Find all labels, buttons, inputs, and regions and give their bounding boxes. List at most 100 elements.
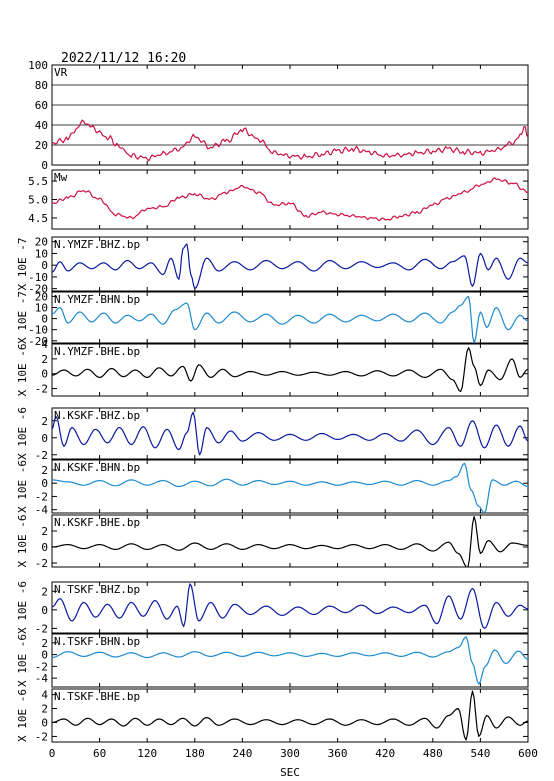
y-tick-label: 0 (41, 159, 48, 172)
x-tick-label: 0 (49, 747, 56, 760)
y-tick-label: -2 (35, 730, 48, 743)
x-tick-label: 480 (423, 747, 443, 760)
y-axis-unit-label: X 10E -6 (16, 460, 29, 513)
y-tick-label: 10 (35, 247, 48, 260)
y-tick-label: -10 (28, 271, 48, 284)
y-tick-label: 80 (35, 79, 48, 92)
x-tick-label: 60 (93, 747, 106, 760)
y-tick-label: -2 (35, 383, 48, 396)
panel-label: N.KSKF.BHZ.bp (54, 409, 140, 422)
x-tick-label: 300 (280, 747, 300, 760)
y-tick-label: -2 (35, 490, 48, 503)
y-tick-label: 60 (35, 99, 48, 112)
series-line-tskf_bhz (52, 583, 528, 629)
y-tick-label: 10 (35, 302, 48, 315)
series-line-ymzf_bhn (52, 295, 528, 343)
y-tick-label: 4 (41, 338, 48, 351)
panel-label: N.YMZF.BHN.bp (54, 293, 140, 306)
y-axis-unit-label: X 10E -6 (16, 407, 29, 460)
y-tick-label: 0 (41, 604, 48, 617)
y-tick-label: -10 (28, 324, 48, 337)
y-axis-unit-label: X 10E -7 (16, 291, 29, 344)
y-axis-unit-label: X 10E -7 (16, 238, 29, 291)
y-tick-label: 4.5 (28, 212, 48, 225)
y-axis-unit-label: X 10E -6 (16, 689, 29, 742)
panel-frame (51, 64, 529, 166)
series-line-kskf_bhe (52, 516, 528, 567)
x-tick-label: 120 (137, 747, 157, 760)
panel-label: N.YMZF.BHZ.bp (54, 238, 140, 251)
panel-tskf_bhn: -4-202 N.TSKF.BHN.bp X 10E -6 (16, 633, 529, 688)
series-line-kskf_bhn (52, 462, 528, 513)
y-tick-label: 0 (41, 368, 48, 381)
series-line-vr (52, 119, 528, 162)
y-axis-unit-label: X 10E -6 (16, 515, 29, 568)
y-axis-unit-label: X 10E -6 (16, 344, 29, 397)
y-tick-label: 0 (41, 432, 48, 445)
series-line-ymzf_bhz (52, 243, 528, 290)
y-tick-label: 2 (41, 637, 48, 650)
y-tick-label: 0 (41, 313, 48, 326)
x-tick-label: 180 (185, 747, 205, 760)
y-tick-label: 0 (41, 259, 48, 272)
y-tick-label: 2 (41, 525, 48, 538)
y-tick-label: 2 (41, 415, 48, 428)
y-tick-label: -4 (35, 504, 49, 517)
x-tick-label: 420 (375, 747, 395, 760)
y-tick-label: 0 (41, 716, 48, 729)
panel-label: N.KSKF.BHN.bp (54, 461, 140, 474)
y-tick-label: 4 (41, 689, 48, 702)
y-tick-label: 2 (41, 585, 48, 598)
y-axis-unit-label: X 10E -6 (16, 634, 29, 687)
panel-kskf_bhe: -2 0 2 N.KSKF.BHE.bp X 10E -6 (16, 514, 529, 570)
panel-label: Mw (54, 171, 68, 184)
y-tick-label: 100 (28, 59, 48, 72)
series-line-mw (52, 177, 528, 222)
series-line-kskf_bhz (52, 411, 528, 456)
panel-mw: 4.5 5.0 5.5 Mw (28, 169, 529, 230)
panel-tskf_bhz: -2 0 2 N.TSKF.BHZ.bp X 10E -6 (16, 581, 529, 635)
panel-label: N.TSKF.BHE.bp (54, 690, 140, 703)
y-tick-label: -2 (35, 622, 48, 635)
y-tick-label: 20 (35, 290, 48, 303)
panel-kskf_bhz: -2 0 2 N.KSKF.BHZ.bp X 10E -6 (16, 407, 529, 462)
x-tick-label: 360 (328, 747, 348, 760)
y-tick-label: 0 (41, 541, 48, 554)
series-line-tskf_bhe (52, 690, 528, 741)
y-tick-label: -2 (35, 557, 48, 570)
y-tick-label: 2 (41, 353, 48, 366)
panel-label: N.TSKF.BHN.bp (54, 635, 140, 648)
panel-frame (51, 169, 529, 230)
panel-label: N.YMZF.BHE.bp (54, 345, 140, 358)
y-tick-label: 20 (35, 139, 48, 152)
panel-label: N.TSKF.BHZ.bp (54, 583, 140, 596)
x-axis: 0 60 120 180 240 300 360 420 480 540 600 (49, 747, 538, 760)
panel-kskf_bhn: -4-202 N.KSKF.BHN.bp X 10E -6 (16, 459, 529, 517)
timestamp-title: 2022/11/12 16:20 (61, 51, 186, 66)
y-tick-label: -20 (28, 283, 48, 296)
y-tick-label: 0 (41, 649, 48, 662)
y-tick-label: 20 (35, 236, 48, 249)
x-axis-label: SEC (280, 766, 300, 779)
x-tick-label: 240 (232, 747, 252, 760)
panel-vr: 0 20 40 60 80 100 VR (28, 59, 529, 172)
x-tick-label: 540 (470, 747, 490, 760)
y-tick-label: -2 (35, 449, 48, 462)
x-tick-label: 600 (518, 747, 538, 760)
y-tick-label: 5.5 (28, 175, 48, 188)
panel-label: VR (54, 66, 68, 79)
series-line-ymzf_bhe (52, 347, 528, 393)
panel-label: N.KSKF.BHE.bp (54, 516, 140, 529)
y-tick-label: 0 (41, 477, 48, 490)
y-tick-label: -20 (28, 335, 48, 348)
series-line-tskf_bhn (52, 636, 528, 685)
y-tick-label: -4 (35, 672, 49, 685)
y-tick-label: 2 (41, 464, 48, 477)
y-tick-label: 2 (41, 703, 48, 716)
